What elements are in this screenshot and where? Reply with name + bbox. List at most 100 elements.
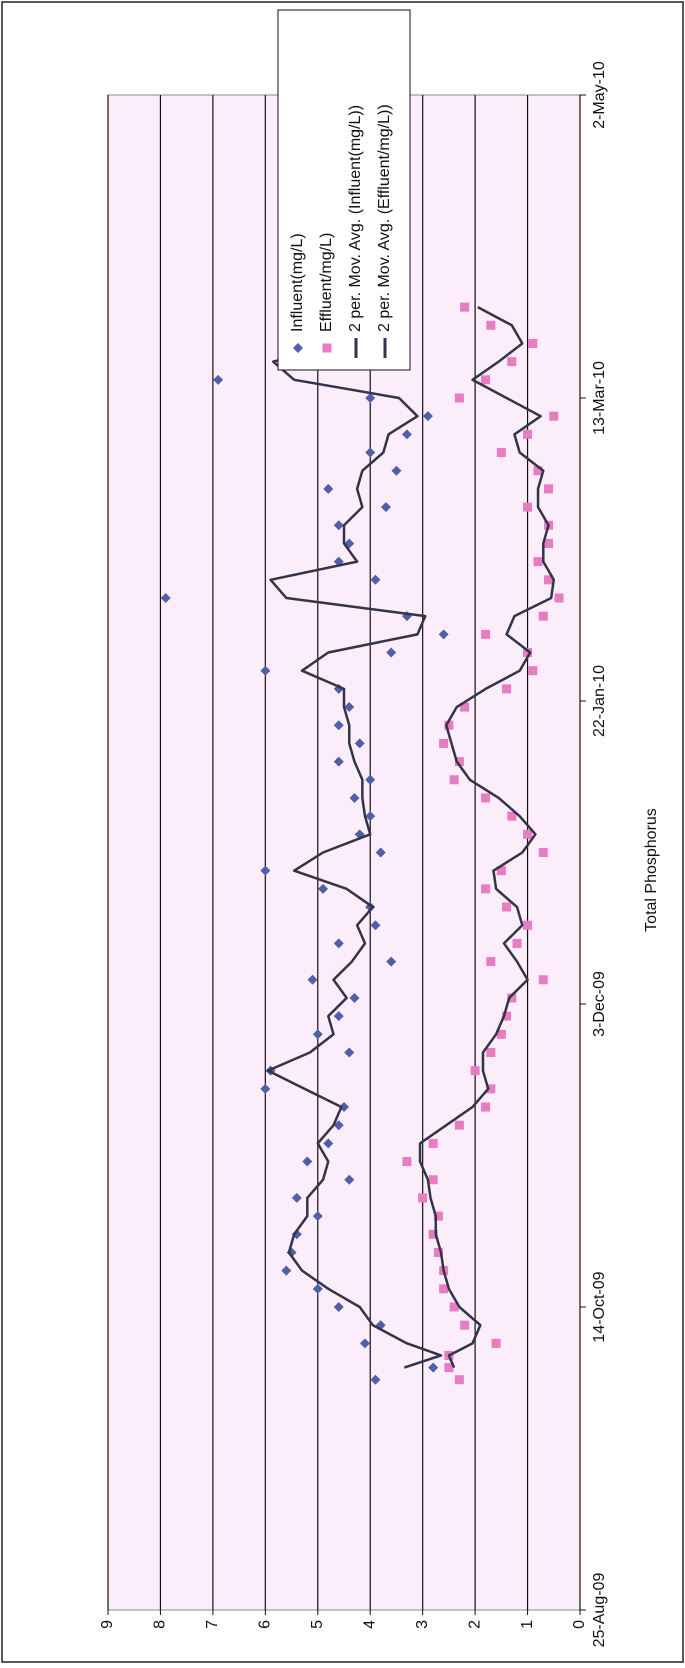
data-point [365, 902, 376, 913]
data-point [549, 411, 559, 421]
data-point [344, 1174, 355, 1185]
x-tick-label: 22-Jan-10 [591, 665, 608, 737]
legend-marker [293, 343, 303, 353]
legend-label: Influent(mg/L) [289, 233, 306, 332]
data-point [554, 593, 564, 603]
data-point [481, 793, 491, 803]
data-point [160, 592, 171, 603]
data-point [260, 1083, 271, 1094]
y-tick-label: 9 [99, 1620, 116, 1629]
data-point [370, 1374, 381, 1385]
data-point [365, 393, 376, 403]
moving-average-line [418, 305, 556, 1369]
data-point [365, 811, 376, 822]
data-point [460, 1320, 470, 1330]
y-tick-label: 6 [257, 1620, 274, 1629]
data-point [481, 1102, 491, 1112]
data-point [502, 902, 512, 912]
data-point [507, 357, 517, 367]
data-point [344, 538, 355, 549]
data-point [333, 1120, 344, 1131]
data-point [496, 448, 506, 458]
data-point [481, 884, 491, 894]
data-point [386, 956, 397, 967]
data-point [333, 938, 344, 949]
data-point [213, 374, 224, 385]
data-point [491, 1338, 501, 1348]
data-point [454, 1375, 464, 1385]
data-point [528, 666, 538, 676]
data-point [333, 520, 344, 531]
data-point [444, 1363, 454, 1373]
x-tick-label: 3-Dec-09 [591, 971, 608, 1037]
data-point [333, 1302, 344, 1312]
data-point [386, 647, 397, 658]
data-point [359, 1338, 370, 1349]
legend-label: Effluent/mg/L) [318, 233, 335, 332]
data-point [428, 1175, 438, 1185]
legend-marker [322, 343, 332, 353]
data-point [512, 938, 522, 948]
data-point [375, 847, 386, 858]
data-point [449, 775, 459, 785]
data-point [538, 975, 548, 985]
data-point [333, 720, 344, 731]
y-tick-label: 2 [466, 1620, 483, 1629]
y-tick-label: 7 [204, 1620, 221, 1629]
chart-title: Total Phosphorus [643, 808, 660, 932]
y-tick-label: 3 [414, 1620, 431, 1629]
data-point [349, 792, 360, 803]
data-point [449, 1302, 459, 1312]
data-point [544, 575, 554, 585]
y-tick-label: 8 [152, 1620, 169, 1629]
data-point [323, 1138, 334, 1149]
data-point [370, 920, 381, 931]
data-point [454, 393, 464, 403]
data-point [523, 920, 533, 930]
data-point [260, 665, 271, 676]
data-point [544, 484, 554, 494]
data-point [312, 1029, 323, 1040]
data-point [307, 974, 318, 985]
data-point [438, 629, 449, 640]
data-point [533, 557, 543, 567]
legend-label: 2 per. Mov. Avg. (Effluent/mg/L)) [376, 104, 393, 332]
data-point [486, 1047, 496, 1057]
data-point [354, 738, 365, 749]
data-point [333, 1011, 344, 1022]
data-point [281, 1265, 292, 1276]
y-tick-label: 1 [519, 1620, 536, 1629]
data-point [523, 502, 533, 512]
data-point [333, 756, 344, 767]
data-point [528, 338, 538, 348]
data-point [454, 1120, 464, 1130]
y-tick-label: 5 [309, 1620, 326, 1629]
y-tick-label: 4 [361, 1620, 378, 1629]
data-point [496, 1029, 506, 1039]
data-point [486, 957, 496, 967]
data-point [538, 848, 548, 857]
data-point [323, 483, 334, 494]
legend-box [277, 9, 411, 371]
data-point [428, 1362, 439, 1373]
data-point [344, 1047, 355, 1058]
data-point [401, 429, 412, 440]
data-point [439, 738, 449, 748]
x-tick-label: 13-Mar-10 [591, 361, 608, 435]
data-point [538, 611, 548, 621]
legend-label: 2 per. Mov. Avg. (Influent(mg/L)) [347, 105, 364, 332]
y-tick-label: 0 [571, 1620, 588, 1629]
data-point [365, 774, 376, 785]
data-point [470, 1066, 480, 1076]
data-point [428, 1138, 438, 1148]
data-point [544, 538, 554, 548]
data-point [460, 302, 470, 312]
data-point [402, 1157, 412, 1167]
data-point [349, 992, 360, 1003]
data-point [486, 320, 496, 330]
data-point [260, 865, 271, 876]
rotated-chart: Total Phosphorus 0 1 2 3 4 5 6 7 8 9 25-Aug-09 14-O… [99, 9, 660, 1647]
data-point [523, 429, 533, 439]
